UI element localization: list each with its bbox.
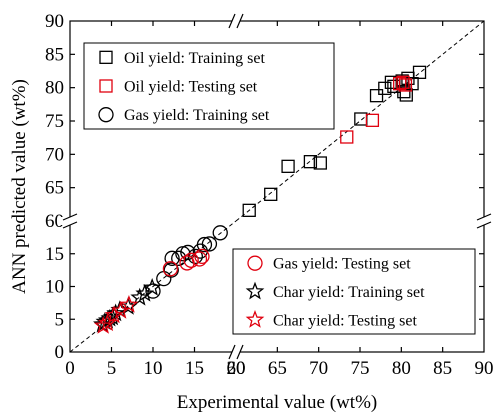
square-point (303, 155, 318, 169)
x-tick-label: 15 (185, 358, 204, 379)
x-tick-label: 70 (309, 358, 328, 379)
y-axis-break-left-slash-1 (62, 213, 78, 221)
data-points-layer (93, 65, 427, 334)
square-point (398, 78, 413, 92)
y-tick-label: 85 (45, 44, 64, 65)
square-point (365, 113, 380, 127)
y-tick-label: 60 (45, 211, 64, 232)
legend-label: Gas yield: Testing set (273, 256, 411, 273)
y-axis-break-right-gap (475, 217, 493, 225)
x-axis-break-top-slash-1 (228, 13, 236, 29)
legend-box (232, 248, 476, 335)
legend-bottom-right: Gas yield: Testing set Char yield: Traini… (232, 248, 476, 335)
star-point (98, 313, 117, 332)
square-point (396, 75, 410, 89)
x-tick-label: 5 (107, 358, 117, 379)
legend-box (83, 42, 335, 130)
x-axis-break-bottom-slash-1 (228, 344, 236, 360)
x-tick-label: 60 (227, 358, 246, 379)
series-char-yield-testing-set (93, 295, 139, 334)
y-axis-break-left-gap (61, 217, 79, 225)
y-tick-label: 75 (45, 111, 64, 132)
x-tick-label: 85 (433, 358, 452, 379)
square-point (397, 85, 411, 99)
y-tick-label: 15 (45, 244, 64, 265)
circle-point (180, 244, 196, 261)
x-tick-label: 80 (392, 358, 411, 379)
star-point (104, 305, 124, 324)
circle-point (183, 252, 199, 268)
x-axis-title: Experimental value (wt%) (177, 392, 377, 413)
y-axis-break-right-slash-1 (476, 213, 492, 221)
x-tick-label: 20 (227, 358, 246, 379)
square-point (242, 203, 256, 217)
circle-point (145, 283, 161, 299)
y-tick-label: 65 (45, 178, 64, 199)
y-axis-break-right-slash-2 (476, 221, 492, 229)
axis-breaks-layer (61, 12, 493, 361)
x-tick-label: 10 (144, 358, 163, 379)
legends-layer: Oil yield: Training set Oil yield: Testin… (83, 42, 476, 335)
series-oil-yield-testing-set (340, 75, 413, 144)
x-axis-break-top-gap (232, 12, 240, 30)
legend-circle-marker (98, 107, 114, 123)
y-axis-break-left-slash-2 (62, 221, 78, 229)
x-tick-label: 75 (351, 358, 370, 379)
circle-point (162, 261, 179, 277)
x-tick-label: 0 (65, 358, 75, 379)
legend-label: Gas yield: Training set (124, 107, 270, 124)
y-tick-label: 10 (45, 277, 64, 298)
y-tick-label: 90 (45, 11, 64, 32)
legend-label: Oil yield: Testing set (124, 79, 258, 96)
y-tick-label: 80 (45, 78, 64, 99)
series-gas-yield-training-set (145, 225, 228, 299)
star-point (119, 295, 139, 313)
square-point (340, 130, 354, 144)
x-axis-break-top-slash-2 (236, 13, 244, 29)
legend-top-left: Oil yield: Training set Oil yield: Testin… (83, 42, 335, 130)
square-point (313, 156, 327, 170)
legend-circle-marker (247, 255, 263, 271)
circle-point (164, 250, 180, 266)
circle-point (194, 248, 210, 265)
y-tick-label: 5 (55, 309, 65, 330)
legend-square-marker (99, 50, 113, 64)
star-point (135, 283, 155, 302)
legend-square-marker (99, 79, 113, 93)
circle-point (163, 262, 179, 278)
y-tick-label: 0 (55, 342, 65, 363)
circle-point (201, 236, 218, 252)
circle-point (171, 250, 187, 266)
x-axis-break-bottom-gap (232, 343, 240, 361)
series-gas-yield-testing-set (162, 248, 210, 277)
legend-label: Char yield: Training set (273, 284, 425, 301)
y-axis-title: ANN predicted value (wt%) (9, 79, 30, 294)
x-axis-break-bottom-slash-2 (236, 344, 244, 360)
legend-label: Char yield: Testing set (273, 312, 417, 329)
legend-label: Oil yield: Training set (124, 50, 265, 67)
legend-star-marker (245, 310, 265, 328)
star-point (111, 300, 130, 319)
circle-point (212, 225, 228, 241)
x-tick-label: 90 (475, 358, 494, 379)
square-point (264, 187, 278, 201)
legend-star-marker (245, 281, 265, 300)
square-point (369, 89, 384, 103)
x-tick-label: 65 (268, 358, 287, 379)
square-point (412, 65, 427, 79)
star-point (142, 277, 162, 296)
circle-point (196, 236, 213, 253)
circle-point (191, 251, 208, 267)
square-point (281, 159, 295, 173)
y-tick-label: 70 (45, 144, 64, 165)
